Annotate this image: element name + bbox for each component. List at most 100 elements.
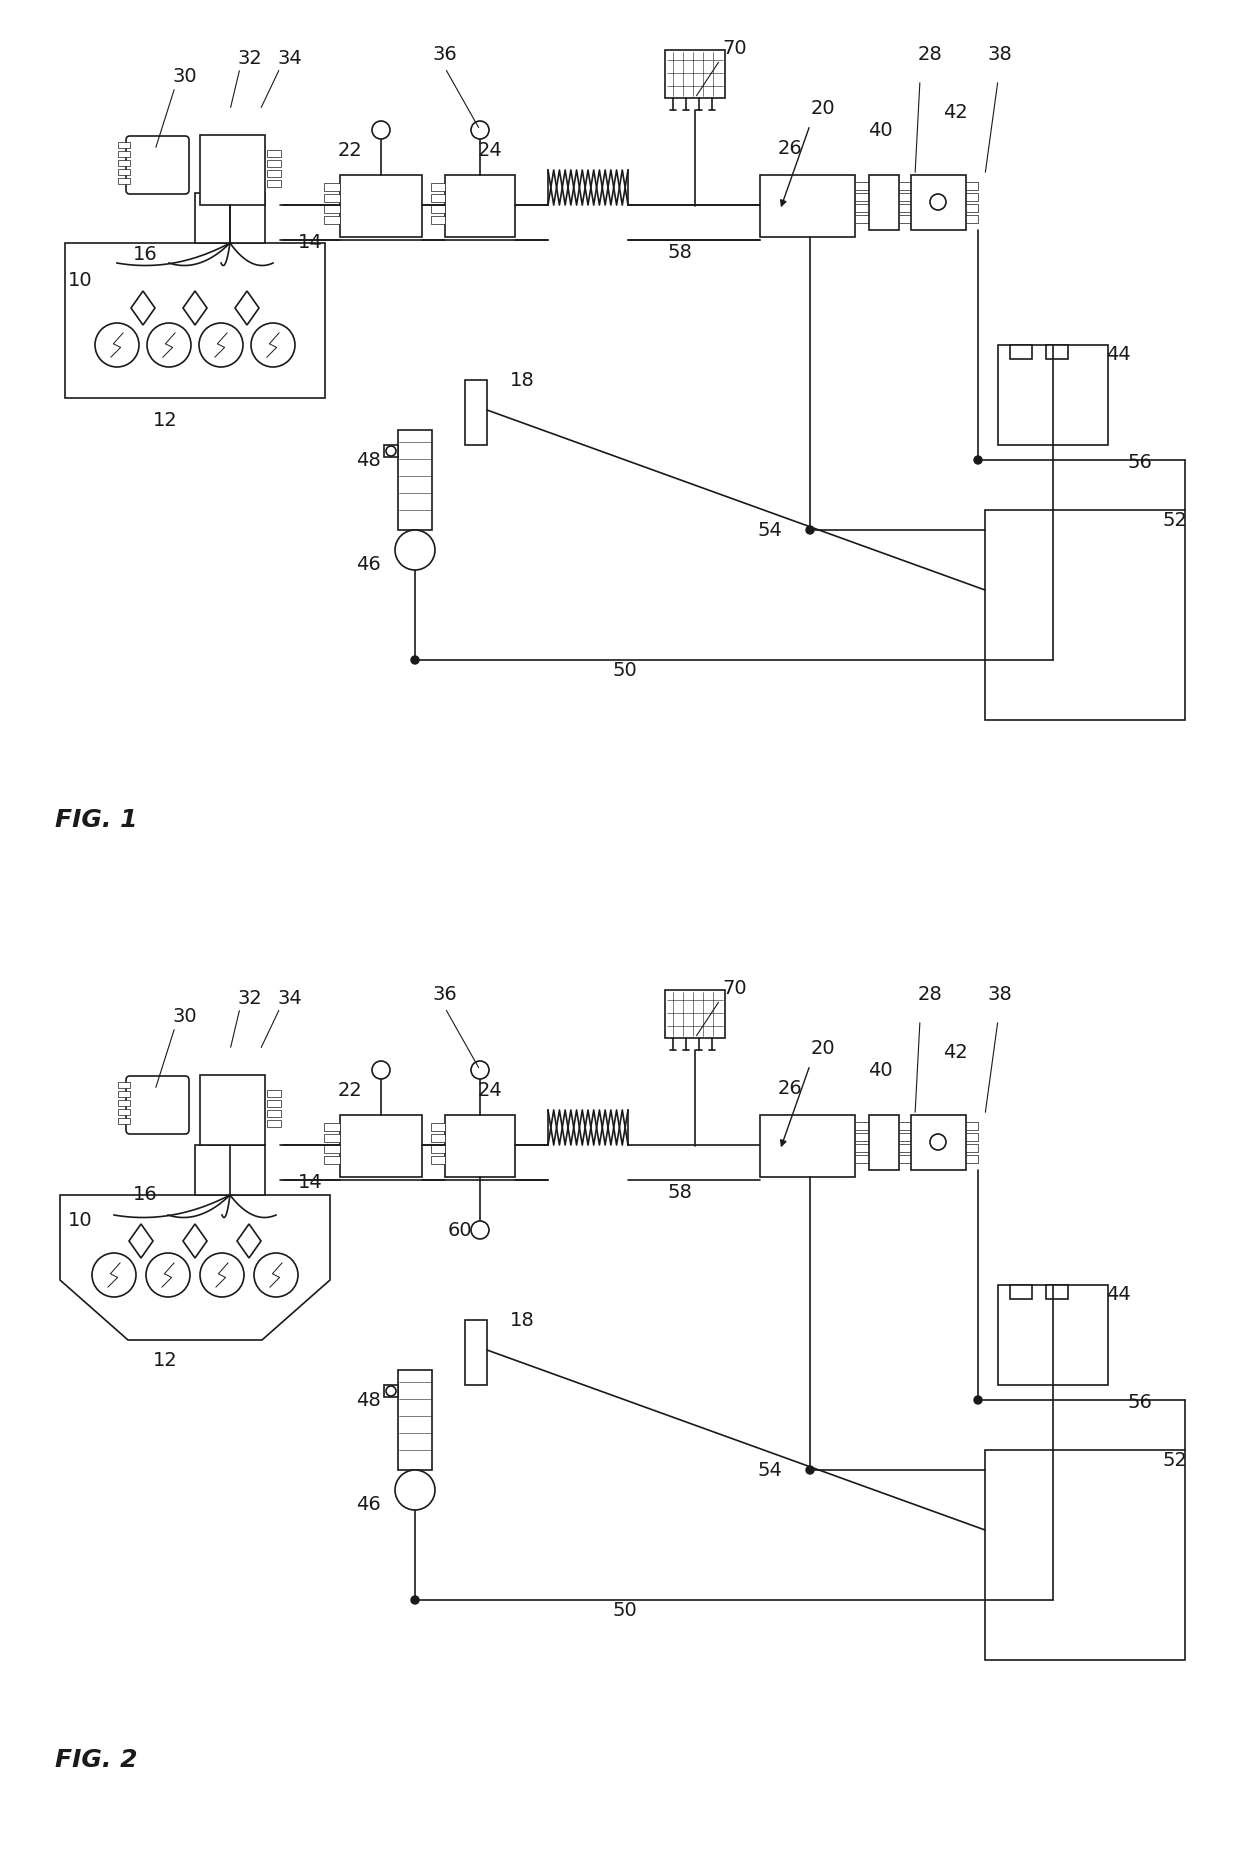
FancyBboxPatch shape: [398, 1371, 432, 1469]
FancyBboxPatch shape: [856, 1145, 869, 1152]
FancyBboxPatch shape: [899, 204, 911, 211]
FancyBboxPatch shape: [899, 193, 911, 200]
FancyBboxPatch shape: [998, 1286, 1109, 1386]
Circle shape: [396, 531, 435, 569]
Text: 50: 50: [613, 660, 637, 679]
Polygon shape: [129, 1224, 153, 1258]
Text: FIG. 2: FIG. 2: [55, 1747, 138, 1772]
Text: 38: 38: [987, 46, 1012, 65]
Text: 44: 44: [1106, 1286, 1131, 1304]
Text: 18: 18: [510, 371, 534, 390]
Text: 10: 10: [68, 1211, 92, 1230]
Text: FIG. 1: FIG. 1: [55, 809, 138, 833]
Text: 12: 12: [153, 410, 177, 430]
FancyBboxPatch shape: [856, 182, 869, 189]
FancyBboxPatch shape: [267, 160, 281, 167]
FancyBboxPatch shape: [911, 1115, 966, 1171]
FancyBboxPatch shape: [118, 160, 130, 165]
FancyBboxPatch shape: [340, 1115, 422, 1178]
FancyBboxPatch shape: [966, 215, 978, 223]
FancyBboxPatch shape: [267, 150, 281, 158]
FancyBboxPatch shape: [118, 178, 130, 184]
FancyBboxPatch shape: [899, 182, 911, 189]
FancyBboxPatch shape: [195, 1145, 265, 1195]
FancyBboxPatch shape: [445, 174, 515, 237]
Polygon shape: [60, 1195, 330, 1339]
FancyBboxPatch shape: [64, 243, 325, 399]
FancyBboxPatch shape: [856, 1122, 869, 1130]
FancyBboxPatch shape: [465, 380, 487, 445]
Text: 34: 34: [278, 48, 303, 67]
FancyBboxPatch shape: [985, 1451, 1185, 1660]
Circle shape: [146, 1252, 190, 1297]
Text: 40: 40: [868, 1061, 893, 1080]
FancyBboxPatch shape: [966, 193, 978, 200]
Text: 58: 58: [667, 1182, 692, 1202]
FancyBboxPatch shape: [324, 184, 340, 191]
Text: 52: 52: [1163, 1451, 1188, 1469]
Circle shape: [250, 323, 295, 367]
FancyBboxPatch shape: [267, 1109, 281, 1117]
Text: 28: 28: [918, 985, 942, 1005]
FancyBboxPatch shape: [966, 1133, 978, 1141]
Text: 28: 28: [918, 46, 942, 65]
FancyBboxPatch shape: [966, 204, 978, 211]
Circle shape: [930, 195, 946, 210]
Circle shape: [806, 1465, 813, 1475]
Text: 48: 48: [356, 1391, 381, 1410]
FancyBboxPatch shape: [998, 345, 1109, 445]
FancyBboxPatch shape: [324, 1156, 340, 1163]
FancyBboxPatch shape: [856, 193, 869, 200]
FancyBboxPatch shape: [869, 174, 899, 230]
Text: 46: 46: [356, 1495, 381, 1514]
FancyBboxPatch shape: [432, 1133, 445, 1143]
Text: 42: 42: [942, 102, 967, 121]
FancyBboxPatch shape: [118, 150, 130, 158]
FancyBboxPatch shape: [432, 1156, 445, 1163]
Text: 18: 18: [510, 1310, 534, 1330]
FancyBboxPatch shape: [911, 174, 966, 230]
Text: 22: 22: [337, 1080, 362, 1100]
Circle shape: [410, 1595, 419, 1605]
Text: 20: 20: [811, 1039, 836, 1057]
FancyBboxPatch shape: [118, 1081, 130, 1089]
Circle shape: [471, 1061, 489, 1080]
Circle shape: [471, 121, 489, 139]
FancyBboxPatch shape: [324, 215, 340, 224]
FancyBboxPatch shape: [195, 193, 265, 243]
FancyBboxPatch shape: [966, 1145, 978, 1152]
FancyBboxPatch shape: [324, 1145, 340, 1154]
FancyBboxPatch shape: [340, 174, 422, 237]
Text: 26: 26: [777, 1078, 802, 1098]
FancyBboxPatch shape: [856, 215, 869, 223]
FancyBboxPatch shape: [267, 1120, 281, 1128]
Circle shape: [930, 1133, 946, 1150]
FancyBboxPatch shape: [432, 1122, 445, 1132]
Circle shape: [973, 1397, 982, 1404]
FancyBboxPatch shape: [445, 1115, 515, 1178]
Text: 22: 22: [337, 141, 362, 160]
Text: 30: 30: [172, 1007, 197, 1026]
FancyBboxPatch shape: [899, 1145, 911, 1152]
FancyBboxPatch shape: [1011, 1286, 1032, 1298]
FancyBboxPatch shape: [267, 180, 281, 187]
FancyBboxPatch shape: [665, 50, 725, 98]
Circle shape: [372, 1061, 391, 1080]
Text: 42: 42: [942, 1043, 967, 1061]
FancyBboxPatch shape: [985, 510, 1185, 720]
Text: 24: 24: [477, 141, 502, 160]
Text: 16: 16: [133, 245, 157, 265]
FancyBboxPatch shape: [899, 1156, 911, 1163]
FancyBboxPatch shape: [966, 1122, 978, 1130]
Circle shape: [198, 323, 243, 367]
Text: 16: 16: [133, 1185, 157, 1204]
Circle shape: [471, 1221, 489, 1239]
FancyBboxPatch shape: [432, 215, 445, 224]
Circle shape: [372, 121, 391, 139]
Text: 26: 26: [777, 139, 802, 158]
Text: 54: 54: [758, 1460, 782, 1480]
FancyBboxPatch shape: [324, 195, 340, 202]
FancyBboxPatch shape: [267, 1091, 281, 1096]
FancyBboxPatch shape: [200, 1076, 265, 1145]
FancyBboxPatch shape: [432, 206, 445, 213]
